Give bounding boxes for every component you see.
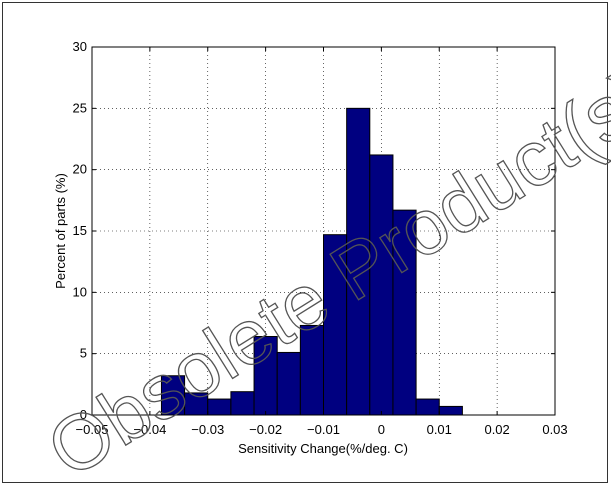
histogram-bar (415, 398, 440, 416)
x-tick-label: −0.03 (191, 422, 224, 437)
histogram-bar (438, 405, 463, 416)
y-tick-label: 30 (73, 39, 87, 54)
x-tick-label: 0.02 (484, 422, 509, 437)
y-tick-label: 25 (73, 100, 87, 115)
y-axis-title: Percent of parts (%) (53, 173, 68, 289)
x-tick-label: −0.02 (249, 422, 282, 437)
x-tick-label: 0.03 (542, 422, 567, 437)
x-tick-label: 0.01 (427, 422, 452, 437)
x-tick-label: −0.01 (307, 422, 340, 437)
y-tick-label: 15 (73, 223, 87, 238)
x-tick-label: −0.04 (133, 422, 166, 437)
y-tick-label: 10 (73, 284, 87, 299)
x-axis-title: Sensitivity Change(%/deg. C) (238, 441, 408, 456)
x-tick-label: −0.05 (76, 422, 109, 437)
y-tick-label: 0 (80, 407, 87, 422)
x-tick-label: 0 (378, 422, 385, 437)
y-tick-label: 5 (80, 346, 87, 361)
histogram-bars (160, 107, 463, 416)
y-tick-label: 20 (73, 162, 87, 177)
axis-ticks: −0.05 −0.04 −0.03 −0.02 −0.01 0 0.01 0.02 0.03 0 5… (73, 39, 568, 437)
